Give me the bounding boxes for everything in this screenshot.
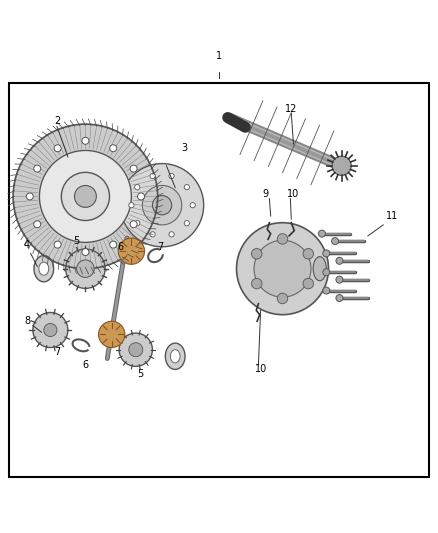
Circle shape <box>184 221 190 226</box>
Circle shape <box>129 203 134 208</box>
FancyBboxPatch shape <box>9 83 429 477</box>
Circle shape <box>119 333 152 366</box>
Ellipse shape <box>313 257 326 281</box>
Circle shape <box>251 278 262 289</box>
Circle shape <box>237 223 328 314</box>
Ellipse shape <box>34 255 53 282</box>
Circle shape <box>323 287 330 294</box>
Circle shape <box>39 150 131 243</box>
Circle shape <box>150 173 155 179</box>
Circle shape <box>190 203 195 208</box>
Text: 10: 10 <box>254 365 267 374</box>
Circle shape <box>61 172 110 221</box>
Text: 5: 5 <box>137 369 143 379</box>
Text: 5: 5 <box>74 236 80 246</box>
Circle shape <box>184 184 190 190</box>
Circle shape <box>134 221 140 226</box>
Text: 6: 6 <box>117 242 124 252</box>
Circle shape <box>277 233 288 244</box>
Ellipse shape <box>166 343 185 369</box>
Text: 9: 9 <box>262 189 268 199</box>
Circle shape <box>77 260 94 278</box>
Text: 12: 12 <box>285 104 297 114</box>
Circle shape <box>138 193 145 200</box>
Circle shape <box>13 124 158 269</box>
Circle shape <box>99 321 125 348</box>
Circle shape <box>74 185 96 207</box>
Circle shape <box>118 238 145 264</box>
Circle shape <box>303 278 314 289</box>
Text: 11: 11 <box>386 211 398 221</box>
Text: 7: 7 <box>157 242 163 252</box>
Text: 6: 6 <box>82 360 88 370</box>
Circle shape <box>66 249 105 288</box>
Circle shape <box>34 165 41 172</box>
Circle shape <box>129 343 143 357</box>
Circle shape <box>120 164 204 247</box>
Circle shape <box>130 221 137 228</box>
Ellipse shape <box>170 350 180 363</box>
Circle shape <box>323 269 330 276</box>
Circle shape <box>110 241 117 248</box>
Circle shape <box>33 312 68 348</box>
Circle shape <box>54 145 61 152</box>
Circle shape <box>169 232 174 237</box>
Text: 7: 7 <box>54 347 60 357</box>
Circle shape <box>54 241 61 248</box>
Circle shape <box>336 295 343 302</box>
Circle shape <box>303 248 314 259</box>
Text: 4: 4 <box>23 240 29 249</box>
Circle shape <box>82 138 89 144</box>
Text: 1: 1 <box>216 51 222 61</box>
Circle shape <box>142 185 182 225</box>
Text: 8: 8 <box>25 316 31 326</box>
Text: 3: 3 <box>181 143 187 152</box>
Circle shape <box>44 324 57 336</box>
Text: 10: 10 <box>287 189 300 199</box>
Circle shape <box>332 238 339 245</box>
Circle shape <box>318 230 325 237</box>
Circle shape <box>336 257 343 264</box>
Ellipse shape <box>39 262 49 275</box>
Circle shape <box>254 240 311 297</box>
Circle shape <box>251 248 262 259</box>
Circle shape <box>134 184 140 190</box>
Circle shape <box>277 293 288 304</box>
Circle shape <box>34 221 41 228</box>
Text: 2: 2 <box>54 116 60 126</box>
Circle shape <box>152 196 172 215</box>
Circle shape <box>130 165 137 172</box>
Circle shape <box>26 193 33 200</box>
Circle shape <box>332 156 351 175</box>
Circle shape <box>336 276 343 283</box>
Circle shape <box>169 173 174 179</box>
Circle shape <box>110 145 117 152</box>
Circle shape <box>323 250 330 257</box>
Circle shape <box>150 232 155 237</box>
Circle shape <box>82 248 89 255</box>
